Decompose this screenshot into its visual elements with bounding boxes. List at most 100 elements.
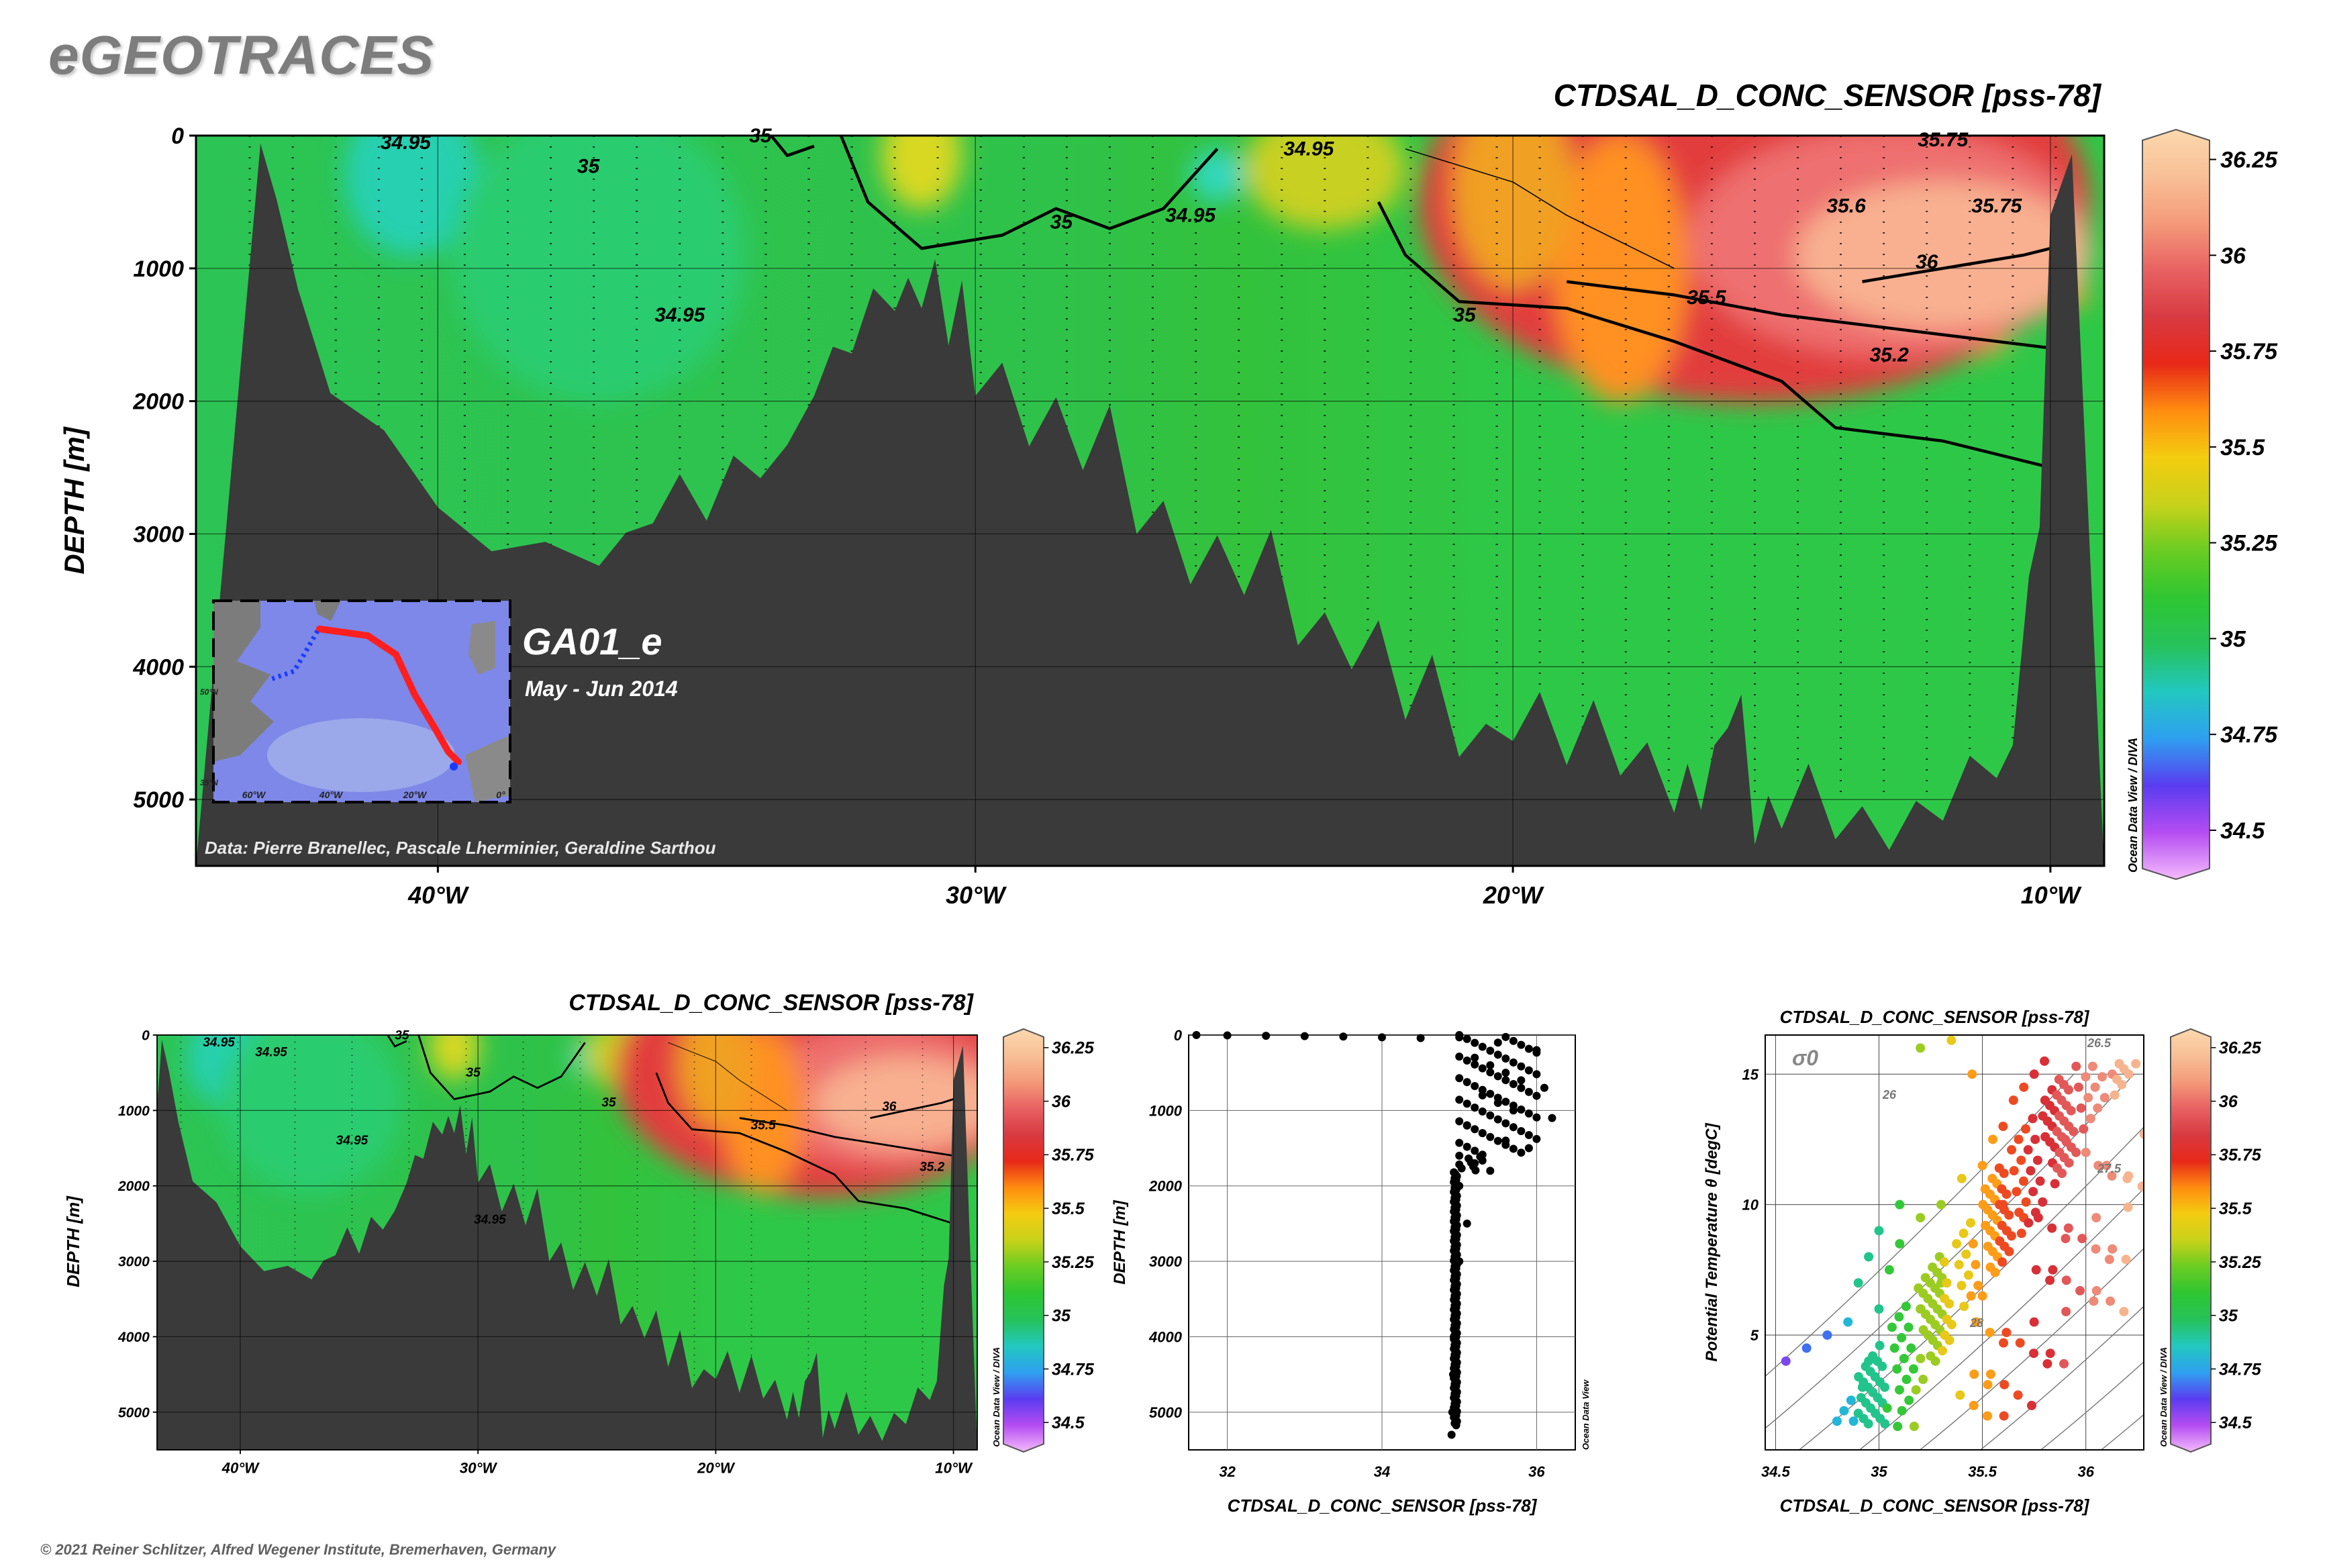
colorbar-tick-label: 34.5 (2220, 818, 2265, 844)
salinity-blobs (344, 136, 2091, 403)
data-point (2014, 1208, 2024, 1218)
data-point (2137, 1181, 2144, 1191)
data-point (1378, 1033, 1386, 1042)
isopycnal-label: 27.5 (2097, 1162, 2122, 1175)
data-point (1509, 1058, 1518, 1067)
data-point (1977, 1161, 1987, 1171)
x-tick-label: 35.5 (1968, 1463, 1997, 1480)
data-point (1889, 1343, 1899, 1353)
data-point (1999, 1379, 2010, 1389)
data-point (1966, 1218, 1976, 1228)
data-point (2012, 1187, 2022, 1197)
greenland (314, 601, 341, 621)
data-point (1478, 1042, 1487, 1051)
contour-label: 35.5 (1687, 287, 1727, 309)
data-point (1875, 1340, 1885, 1351)
data-point (2091, 1285, 2101, 1295)
y-tick-label: 0 (142, 1028, 150, 1043)
data-point (1471, 1038, 1479, 1047)
plot-frame (1765, 1034, 2144, 1451)
contour-label: 35.6 (1826, 195, 1866, 217)
data-point (1517, 1106, 1526, 1114)
data-point (1977, 1291, 1987, 1301)
data-point (1463, 1142, 1471, 1151)
data-point (1971, 1260, 1981, 1270)
data-point (2066, 1106, 2076, 1116)
x-tick-label: 36 (2077, 1463, 2094, 1480)
small-contour-labels: 34.95 34.95 35 35 35 35.5 36 35.2 34.95 34.95 (203, 1029, 944, 1227)
contour-label: 35.2 (920, 1160, 944, 1174)
data-point (2045, 1349, 2055, 1359)
y-tick-label: 3000 (1149, 1253, 1183, 1270)
data-point (2030, 1134, 2040, 1144)
odv-credit: Ocean Data View / DIVA (2126, 738, 2140, 873)
data-point (1895, 1238, 1905, 1248)
salinity-blob (1190, 148, 1244, 203)
x-tick-label: 30°W (946, 881, 1007, 909)
contour (870, 1098, 954, 1119)
data-point (1471, 1081, 1479, 1090)
data-point (2089, 1296, 2099, 1306)
isopycnal-line (1919, 1248, 2144, 1450)
data-point (2023, 1145, 2033, 1155)
data-point (1946, 1035, 1957, 1045)
colorbar-tick-label: 35.5 (2219, 1199, 2252, 1218)
x-tick-label: 40°W (221, 1460, 260, 1477)
data-point (2028, 1114, 2038, 1124)
inset-lon-label: 60°W (242, 789, 266, 800)
data-point (2071, 1147, 2081, 1157)
contour-labels: 34.95 35 35 35 34.95 34.95 34.95 35.6 35.75 36 35.… (381, 125, 2023, 366)
data-point (1501, 1069, 1510, 1077)
data-point (1493, 1115, 1502, 1124)
x-tick-label: 40°W (407, 881, 469, 909)
plot-frame (195, 134, 2106, 867)
data-point (1846, 1395, 1856, 1406)
contour-label: 35 (1453, 304, 1477, 326)
y-tick-label: 4000 (132, 654, 184, 680)
contour-label: 35 (1050, 211, 1074, 233)
salinity-blob (451, 136, 747, 403)
data-point (2154, 1181, 2163, 1191)
y-tick-label: 0 (1174, 1027, 1183, 1044)
x-tick-label: 32 (1219, 1463, 1236, 1480)
data-point (1262, 1032, 1271, 1040)
colorbar-tick-label: 36 (1052, 1092, 1071, 1111)
inset-lon-label: 0° (496, 789, 505, 800)
data-point (2073, 1082, 2083, 1092)
plot-area (196, 136, 2104, 866)
inset-frame (212, 599, 511, 803)
data-point (1899, 1353, 1909, 1363)
data-point (2021, 1197, 2031, 1207)
data-point (1339, 1032, 1348, 1041)
data-point (2009, 1166, 2019, 1176)
contour-label: 34.95 (1283, 138, 1334, 160)
data-point (1839, 1406, 1849, 1416)
contour-35 (770, 136, 815, 157)
profile-plot: 32 34 36 0 1000 2000 3000 4000 5000 CTDSAL_D_CONC… (1111, 1027, 1591, 1516)
data-point (1223, 1031, 1232, 1040)
data-point (2124, 1069, 2134, 1079)
data-point (1930, 1356, 1940, 1366)
data-point (1973, 1281, 1983, 1291)
data-point (1901, 1375, 1912, 1385)
data-point (1517, 1148, 1526, 1157)
data-point (1999, 1169, 2009, 1178)
colorbar (1003, 1028, 1044, 1453)
data-point (2081, 1072, 2091, 1082)
y-tick-label: 2000 (117, 1179, 150, 1194)
contour-label: 34.95 (203, 1036, 235, 1050)
ts-ylabel: Potential Temperature θ [degC] (1703, 1122, 1721, 1361)
data-point (1524, 1066, 1533, 1075)
data-point (2081, 1147, 2091, 1157)
data-point (1946, 1320, 1957, 1330)
data-point (1968, 1238, 1978, 1248)
data-point (2033, 1213, 2043, 1223)
contour-label: 34.95 (255, 1045, 287, 1059)
data-point (1471, 1166, 1480, 1175)
data-point (1493, 1093, 1502, 1102)
contour-label: 35.2 (1869, 344, 1909, 366)
data-point (1887, 1322, 1897, 1332)
data-point (2014, 1134, 2024, 1144)
data-point (1517, 1076, 1526, 1085)
data-point (1884, 1265, 1894, 1275)
